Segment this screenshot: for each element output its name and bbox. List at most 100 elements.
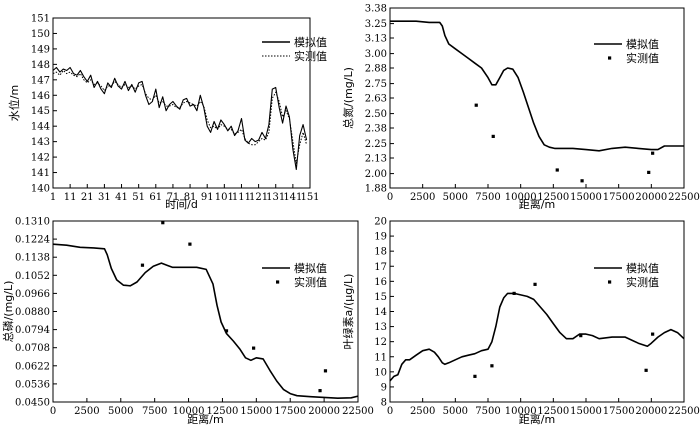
y-tick-label: 0.1052 — [15, 271, 50, 282]
x-tick-label: 111 — [232, 192, 251, 203]
y-tick-label: 8 — [381, 398, 387, 409]
x-tick-label: 31 — [98, 192, 111, 203]
x-tick-label: 2500 — [410, 406, 435, 417]
x-tick-label: 21 — [81, 192, 94, 203]
y-tick-label: 10 — [374, 367, 387, 378]
y-tick-label: 3.13 — [365, 34, 387, 45]
x-tick-label: 71 — [167, 192, 180, 203]
data-point — [555, 168, 559, 172]
x-tick-label: 151 — [300, 192, 319, 203]
legend-label: 模拟值 — [294, 261, 327, 275]
x-tick-label: 0 — [50, 406, 56, 417]
x-tick-label: 101 — [215, 192, 234, 203]
x-tick-label: 12500 — [537, 192, 569, 203]
x-tick-label: 5000 — [443, 406, 468, 417]
y-tick-label: 141 — [31, 168, 50, 179]
data-point — [473, 374, 477, 378]
x-tick-label: 0 — [387, 192, 393, 203]
y-tick-label: 13 — [374, 322, 387, 333]
y-tick-label: 0.0536 — [15, 379, 50, 390]
x-tick-label: 20000 — [635, 192, 667, 203]
y-tick-label: 3.25 — [365, 19, 387, 30]
x-tick-label: 7500 — [475, 406, 500, 417]
x-tick-label: 7500 — [475, 192, 500, 203]
y-tick-label: 0.1138 — [15, 253, 50, 264]
x-tick-label: 7500 — [142, 406, 167, 417]
y-tick-label: 2.13 — [365, 154, 387, 165]
y-tick-label: 12 — [374, 337, 387, 348]
y-axis-label: 总氮/(mg/L) — [341, 67, 355, 129]
data-point — [474, 103, 478, 107]
chart-total-nitrogen: 0 2500 5000 7500 10000 12500 15000 17500 20000 22… — [341, 4, 700, 212]
x-tick-label: 12500 — [207, 406, 239, 417]
series-line-simulated — [52, 243, 359, 399]
data-point — [252, 346, 256, 350]
y-tick-label: 145 — [31, 106, 50, 117]
y-tick-label: 149 — [31, 44, 50, 55]
y-tick-label: 0.0794 — [15, 325, 50, 336]
y-tick-label: 140 — [31, 184, 50, 195]
y-tick-label: 150 — [31, 29, 50, 40]
y-tick-label: 143 — [31, 137, 50, 148]
data-point — [490, 364, 494, 368]
y-tick-label: 11 — [374, 352, 387, 363]
y-tick-label: 0.0622 — [15, 361, 50, 372]
x-axis-label: 距离/m — [519, 197, 555, 211]
x-tick-label: 12500 — [537, 406, 569, 417]
legend-label: 实测值 — [294, 275, 327, 289]
x-tick-label: 0 — [387, 406, 393, 417]
x-tick-label: 15000 — [240, 406, 272, 417]
y-tick-label: 14 — [374, 307, 387, 318]
legend-marker — [608, 56, 612, 60]
legend-label: 模拟值 — [294, 35, 327, 49]
legend-label: 实测值 — [294, 49, 327, 63]
x-tick-label: 15000 — [570, 406, 602, 417]
x-tick-label: 17500 — [603, 192, 635, 203]
y-tick-label: 0.0708 — [15, 343, 50, 354]
x-axis-label: 距离/m — [187, 412, 223, 426]
data-point — [651, 332, 655, 336]
x-tick-label: 1 — [50, 192, 56, 203]
y-tick-label: 18 — [374, 247, 387, 258]
y-tick-label: 2.63 — [365, 94, 387, 105]
y-tick-label: 1.88 — [365, 184, 387, 195]
x-tick-label: 22500 — [668, 192, 700, 203]
x-tick-label: 17500 — [603, 406, 635, 417]
chart-water-level: 1 11 21 31 41 51 61 71 81 91 101111121131141151140… — [7, 14, 327, 212]
y-tick-label: 0.1224 — [15, 235, 50, 246]
legend-marker — [276, 280, 280, 284]
x-tick-label: 17500 — [274, 406, 306, 417]
y-axis-label: 总磷/(mg/L) — [1, 281, 15, 343]
series-line-measured — [52, 70, 308, 164]
y-tick-label: 17 — [374, 262, 387, 273]
data-point — [491, 134, 495, 138]
y-tick-label: 3.00 — [365, 49, 387, 60]
data-point — [533, 282, 537, 286]
data-point — [644, 368, 648, 372]
y-tick-label: 0.0450 — [15, 398, 50, 409]
x-tick-label: 5000 — [443, 192, 468, 203]
y-tick-label: 2.25 — [365, 139, 387, 150]
x-tick-label: 61 — [149, 192, 162, 203]
y-tick-label: 147 — [31, 75, 50, 86]
x-tick-label: 11 — [64, 192, 77, 203]
y-tick-label: 15 — [374, 292, 387, 303]
legend-label: 模拟值 — [626, 261, 659, 275]
x-axis-label: 时间/d — [165, 198, 198, 211]
x-tick-label: 2500 — [410, 192, 435, 203]
x-tick-label: 15000 — [570, 192, 602, 203]
x-tick-label: 121 — [249, 192, 268, 203]
legend-label: 模拟值 — [626, 37, 659, 51]
data-point — [512, 291, 516, 295]
data-point — [579, 334, 583, 338]
plot-frame — [389, 7, 685, 189]
series-line-simulated — [389, 292, 685, 382]
y-tick-label: 0.1310 — [15, 217, 50, 228]
x-tick-label: 141 — [283, 192, 302, 203]
y-tick-label: 2.38 — [365, 124, 387, 135]
x-tick-label: 20000 — [308, 406, 340, 417]
data-point — [318, 389, 322, 393]
data-point — [224, 329, 229, 333]
y-tick-label: 2.88 — [365, 64, 387, 75]
